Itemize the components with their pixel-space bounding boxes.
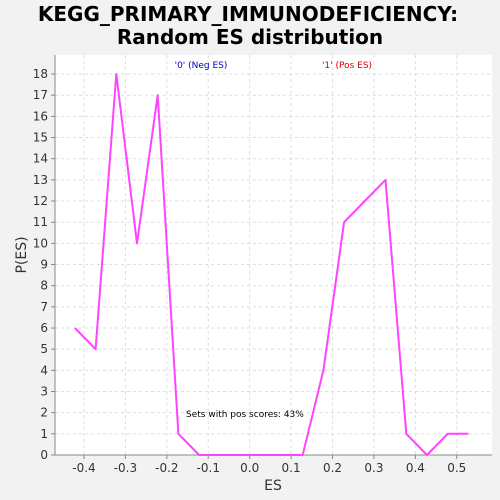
y-tick-label: 7 [40, 300, 48, 314]
x-axis-title: ES [264, 478, 282, 494]
y-tick-label: 10 [33, 236, 48, 250]
x-tick-label: 0.4 [406, 461, 425, 475]
chart-title-line2: Random ES distribution [117, 25, 383, 49]
y-tick-label: 16 [33, 109, 48, 123]
y-tick-label: 2 [40, 406, 48, 420]
y-tick-label: 11 [33, 215, 48, 229]
y-tick-label: 15 [33, 131, 48, 145]
x-tick-label: -0.4 [72, 461, 95, 475]
chart-title-line1: KEGG_PRIMARY_IMMUNODEFICIENCY: [38, 2, 458, 26]
x-tick-label: -0.2 [155, 461, 178, 475]
plot-area [55, 55, 492, 455]
x-tick-label: -0.1 [197, 461, 220, 475]
y-tick-label: 17 [33, 88, 48, 102]
x-tick-label: -0.3 [114, 461, 137, 475]
y-tick-label: 13 [33, 173, 48, 187]
pos-scores-annotation: Sets with pos scores: 43% [186, 410, 304, 420]
x-tick-label: 0.0 [240, 461, 259, 475]
x-tick-label: 0.3 [364, 461, 383, 475]
y-tick-label: 1 [40, 427, 48, 441]
y-tick-label: 0 [40, 448, 48, 462]
gridlines [55, 55, 492, 456]
legend-item-neg: '0' (Neg ES) [175, 61, 228, 71]
y-tick-label: 6 [40, 321, 48, 335]
x-tick-label: 0.5 [447, 461, 466, 475]
y-tick-label: 4 [40, 363, 48, 377]
legend-item-pos: '1' (Pos ES) [322, 61, 372, 71]
x-tick-label: 0.1 [282, 461, 301, 475]
x-tick-label: 0.2 [323, 461, 342, 475]
x-ticks: -0.4 -0.3 -0.2 -0.1 0.0 0.1 0.2 0.3 0.4 0.5 [72, 455, 466, 475]
series-group [74, 73, 469, 456]
y-tick-label: 14 [33, 152, 48, 166]
y-tick-label: 5 [40, 342, 48, 356]
y-tick-label: 9 [40, 258, 48, 272]
y-tick-label: 8 [40, 279, 48, 293]
y-tick-label: 18 [33, 67, 48, 81]
legend: '0' (Neg ES) '1' (Pos ES) [175, 61, 372, 71]
y-tick-label: 12 [33, 194, 48, 208]
y-tick-label: 3 [40, 385, 48, 399]
y-axis-title: P(ES) [14, 236, 30, 273]
series-line [74, 73, 469, 456]
